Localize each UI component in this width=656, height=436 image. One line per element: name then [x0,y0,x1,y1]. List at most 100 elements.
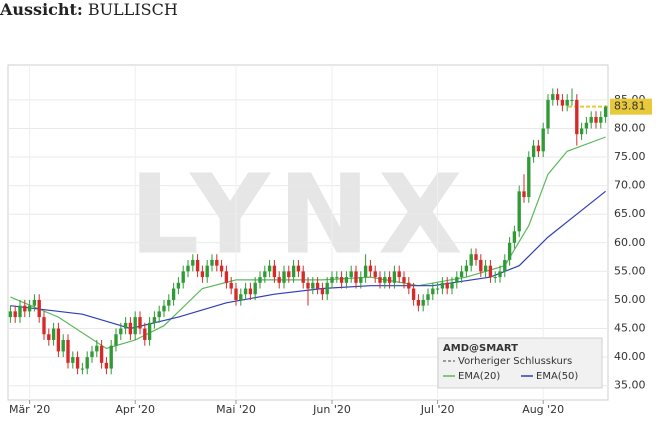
candle-body [263,271,267,278]
x-tick-label: Mär '20 [9,403,50,416]
y-tick-label: 40.00 [614,350,646,363]
legend-label: EMA(20) [458,371,500,382]
candle-body [469,254,473,266]
candle-body [402,277,406,283]
candle-body [224,271,229,283]
candle-body [431,288,435,295]
candle-body [455,277,459,283]
candle-body [363,265,368,278]
candle-body [459,271,464,278]
candle-body [18,305,22,318]
x-tick-label: Apr '20 [115,403,155,416]
candle-body [109,345,113,369]
candle-body [90,351,94,358]
candle-body [200,271,205,278]
candle-body [167,299,171,306]
candle-body [181,271,185,283]
candle-body [61,339,65,352]
candle-body [99,345,104,363]
candle-body [311,282,315,289]
candle-body [503,259,507,272]
y-tick-label: 35.00 [614,379,646,392]
candle-body [325,282,329,295]
candle-body [267,265,272,272]
y-tick-label: 55.00 [614,264,646,277]
candle-body [71,357,75,363]
x-tick-label: Jun '20 [312,403,351,416]
candle-body [253,282,257,295]
candle-body [320,288,325,295]
candle-body [570,99,574,101]
candle-body [536,145,541,152]
candle-body [291,265,296,278]
candle-body [493,277,497,279]
candle-body [330,277,334,283]
y-tick-label: 80.00 [614,121,646,134]
candle-body [579,128,584,135]
candle-body [157,311,161,318]
candle-body [603,106,608,118]
candle-body [416,299,421,306]
candle-body [143,328,147,340]
candle-body [541,128,545,152]
candle-body [85,357,89,369]
legend-label: EMA(50) [536,371,578,382]
candle-body [301,271,305,283]
candle-body [387,277,392,283]
candle-body [565,99,569,106]
candle-body [248,288,253,295]
ema-line [10,136,606,350]
candle-body [296,265,301,272]
candle-body [47,334,51,340]
y-tick-label: 75.00 [614,150,646,163]
candle-body [359,277,363,283]
candle-body [37,299,41,318]
last-price-box [610,98,652,115]
x-tick-label: Aug '20 [522,403,564,416]
candle-body [373,271,377,278]
legend-box [437,337,603,389]
candle-body [383,277,387,283]
last-price-label: 83.81 [614,100,646,113]
candle-body [483,265,488,272]
candle-body [114,334,118,346]
candle-body [551,94,555,100]
candle-body [426,294,430,300]
candle-body [575,99,579,135]
candle-body [335,277,339,279]
candle-body [80,368,85,370]
legend: AMD@SMART Vorheriger Schlusskurs EMA(20)… [437,337,603,389]
candle-body [243,288,248,295]
candle-body [51,328,56,340]
outlook-value: BULLISCH [88,0,178,19]
candle-body [162,305,166,312]
candle-body [411,288,416,300]
candle-body [138,317,142,329]
candle-body [450,282,454,289]
candle-body [560,99,565,106]
candle-body [599,117,603,123]
candle-body [397,271,401,278]
candle-body [95,345,99,352]
candle-body [440,282,445,289]
legend-label: Vorheriger Schlusskurs [458,356,572,367]
candle-body [392,271,397,283]
y-tick-label: 65.00 [614,207,646,220]
candle-body [584,122,589,129]
candle-body [272,265,277,278]
candle-body [594,117,598,123]
candle-body [378,277,382,283]
candle-body [119,328,123,335]
candle-body [210,259,214,266]
candle-body [479,259,483,272]
y-tick-label: 50.00 [614,293,646,306]
candle-body [133,317,137,335]
candle-body [205,265,209,278]
candle-body [123,322,128,329]
candle-body [195,259,200,272]
candle-body [464,265,469,272]
candle-body [527,157,531,198]
candle-body [128,322,133,335]
